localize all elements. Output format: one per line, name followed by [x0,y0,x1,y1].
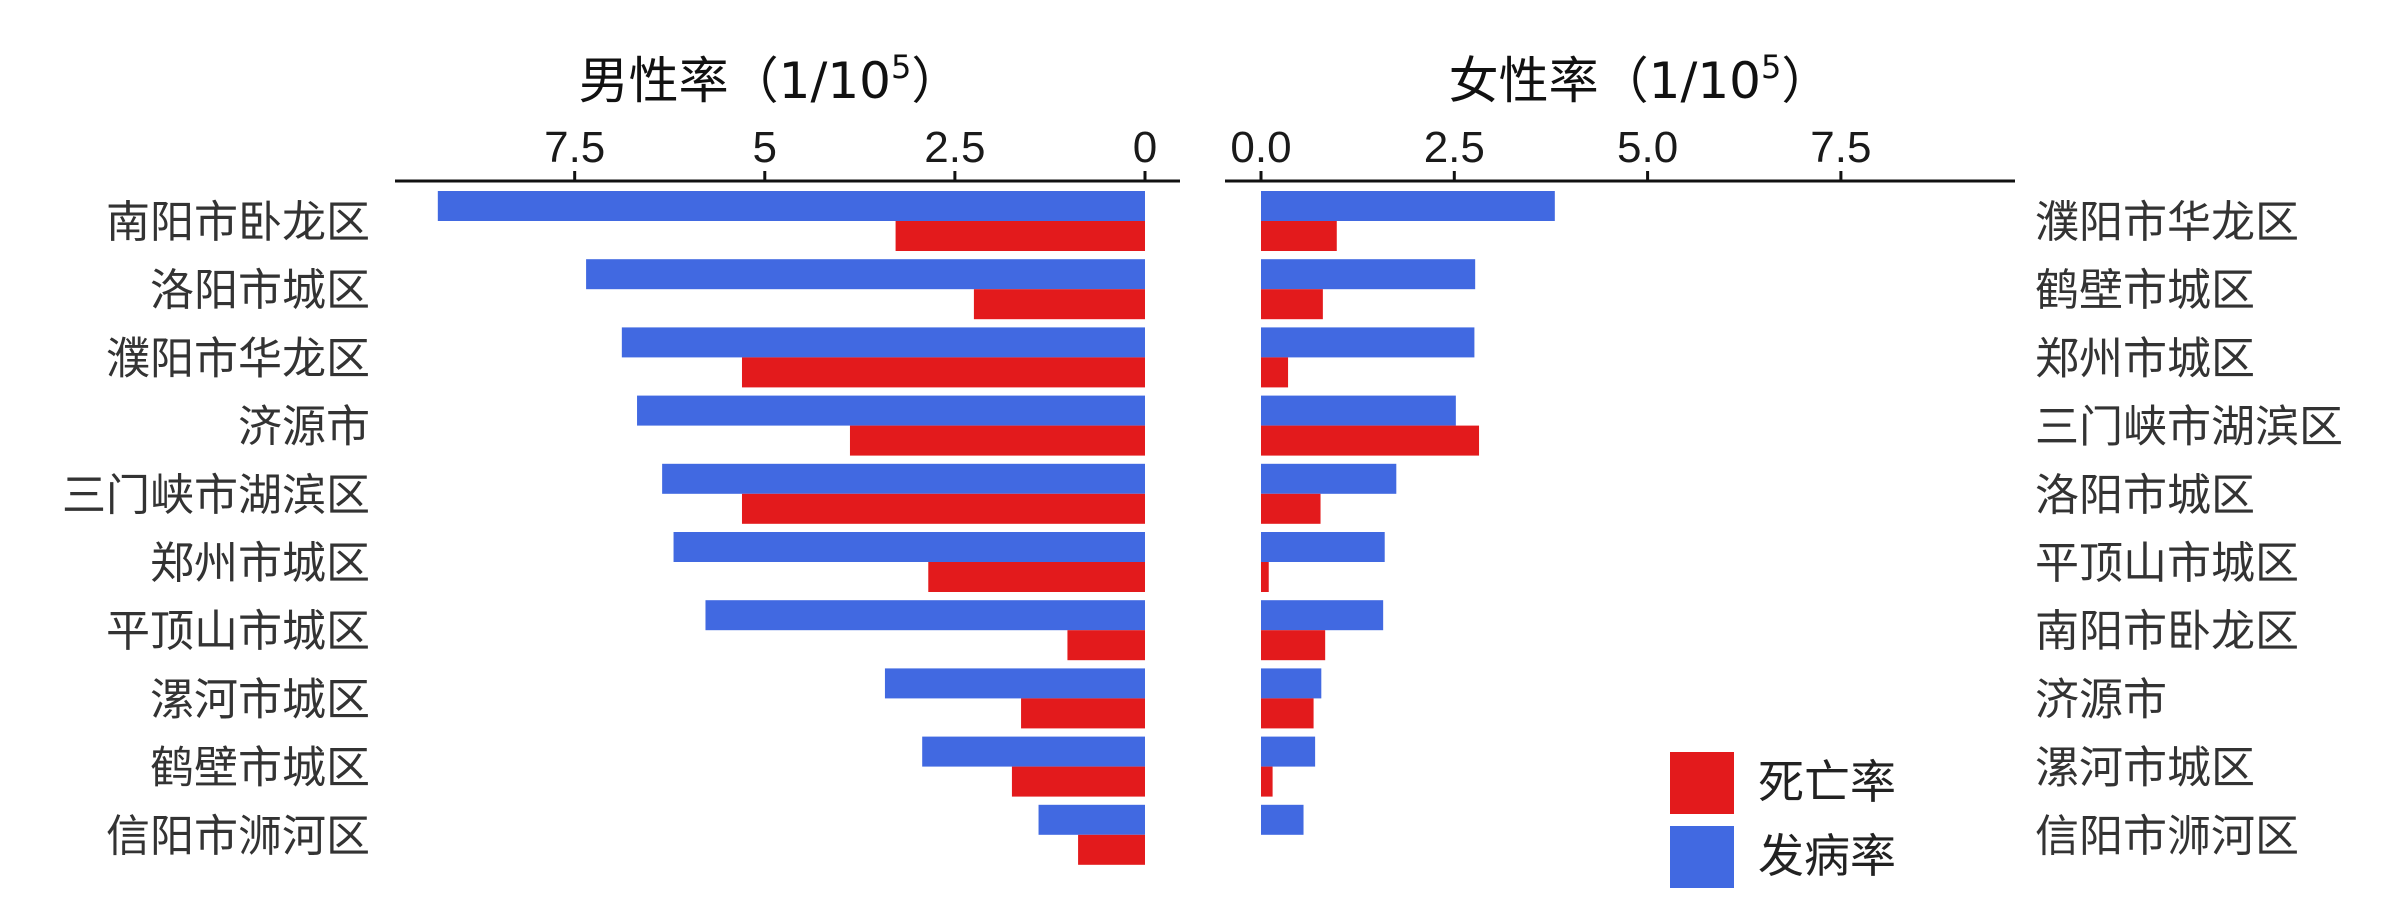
male-bar-mortality [849,425,1145,456]
female-tick-label: 0.0 [1230,123,1291,172]
male-tick-label: 7.5 [544,123,605,172]
legend-label-mortality: 死亡率 [1758,755,1896,809]
male-bar-incidence [586,259,1145,290]
male-bar-mortality [1021,698,1145,729]
female-bar-mortality [1261,357,1289,388]
female-bar-incidence [1261,532,1385,562]
male-bar-mortality [928,562,1145,592]
male-category-label: 南阳市卧龙区 [106,197,370,248]
male-category-label: 漯河市城区 [150,674,370,725]
male-category-label: 濮阳市华龙区 [106,333,370,384]
female-bar-incidence [1261,191,1555,221]
female-category-label: 郑州市城区 [2035,333,2255,384]
male-category-label: 平顶山市城区 [106,606,370,657]
female-category-label: 济源市 [2035,674,2167,725]
female-bar-mortality [1261,425,1480,456]
female-category-label: 鹤壁市城区 [2035,265,2255,316]
male-bar-mortality [973,289,1145,320]
male-bar-mortality [1067,630,1145,661]
male-bar-incidence [637,395,1145,426]
legend-swatch-mortality [1670,752,1734,814]
female-tick-label: 2.5 [1424,123,1485,172]
female-bar-mortality [1261,289,1323,320]
male-bar-incidence [621,327,1145,358]
female-bar-incidence [1261,736,1316,767]
female-bar-mortality [1261,698,1314,729]
female-bar-incidence [1261,395,1456,426]
legend-label-incidence: 发病率 [1758,829,1896,883]
female-tick-label: 7.5 [1810,123,1871,172]
female-title: 女性率（1/105） [1449,48,1832,110]
female-category-label: 信阳市浉河区 [2035,811,2299,862]
male-category-label: 三门峡市湖滨区 [62,470,370,521]
male-bar-mortality [741,357,1145,388]
male-bar-incidence [884,668,1145,699]
female-bar-mortality [1261,221,1337,251]
legend-swatch-incidence [1670,826,1734,888]
male-bar-incidence [673,532,1145,562]
female-bar-incidence [1261,600,1384,631]
female-category-label: 洛阳市城区 [2035,470,2255,521]
male-bar-incidence [922,736,1145,767]
female-category-label: 濮阳市华龙区 [2035,197,2299,248]
female-bar-incidence [1261,804,1304,835]
female-category-label: 漯河市城区 [2035,743,2255,794]
female-bar-mortality [1261,630,1326,661]
male-bar-mortality [895,221,1145,251]
male-bar-incidence [662,463,1145,494]
male-category-label: 济源市 [238,402,370,453]
male-bar-mortality [1011,766,1145,797]
female-bar-mortality [1261,493,1321,524]
male-bar-mortality [1078,834,1145,865]
male-bar-incidence [437,191,1145,221]
male-category-label: 郑州市城区 [150,538,370,589]
female-category-label: 三门峡市湖滨区 [2035,402,2343,453]
female-bar-mortality [1261,766,1273,797]
female-tick-label: 5.0 [1617,123,1678,172]
female-bar-incidence [1261,327,1475,358]
male-tick-label: 5 [753,123,777,172]
male-bar-incidence [705,600,1145,631]
male-tick-label: 2.5 [924,123,985,172]
male-category-label: 洛阳市城区 [150,265,370,316]
male-bar-incidence [1038,804,1145,835]
male-bar-mortality [741,493,1145,524]
female-category-label: 南阳市卧龙区 [2035,606,2299,657]
female-bar-mortality [1261,562,1269,592]
male-tick-label: 0 [1133,123,1157,172]
male-title: 男性率（1/105） [579,48,962,110]
female-bar-incidence [1261,463,1397,494]
female-category-label: 平顶山市城区 [2035,538,2299,589]
male-category-label: 鹤壁市城区 [150,743,370,794]
female-bar-incidence [1261,259,1476,290]
female-rate-panel: 女性率（1/105） 0.0 2.5 5.0 7.5 濮阳市华龙区鹤壁市城区郑州市城区三门… [1225,48,2343,862]
male-category-label: 信阳市浉河区 [106,811,370,862]
female-bar-incidence [1261,668,1322,699]
male-rate-panel: 男性率（1/105） 7.5 5 2.5 0 南阳市卧龙区洛阳市城区濮阳市华龙区济源市三门… [62,48,1180,865]
